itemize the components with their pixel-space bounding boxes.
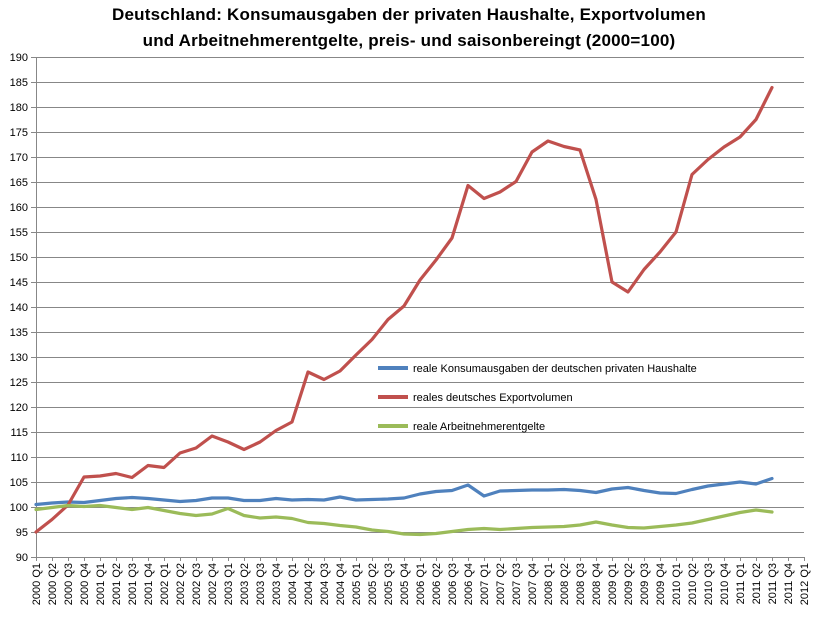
x-axis-tick-label: 2003 Q2	[239, 563, 251, 605]
x-axis-tick-label: 2011 Q2	[751, 563, 763, 604]
x-axis-tick-label: 2007 Q3	[511, 563, 523, 605]
x-axis-tick-label: 2008 Q3	[575, 563, 587, 605]
x-axis-tick-label: 2002 Q2	[175, 563, 187, 605]
series-line-reales-deutsches-exportvolumen	[34, 85, 774, 534]
x-axis-tick-label: 2008 Q2	[559, 563, 571, 605]
y-axis-tick-label: 105	[10, 477, 28, 489]
y-axis-tick-label: 120	[10, 402, 28, 414]
x-axis-tick-label: 2003 Q4	[271, 563, 283, 605]
x-axis-tick-label: 2004 Q3	[319, 563, 331, 605]
x-axis-tick-label: 2010 Q3	[703, 563, 715, 605]
x-axis-tick-label: 2000 Q4	[79, 563, 91, 605]
x-axis-tick-label: 2000 Q3	[63, 563, 75, 605]
x-axis-tick-label: 2009 Q1	[607, 563, 619, 605]
series-line-reale-arbeitnehmerentgelte	[34, 503, 774, 537]
chart-title-line2: und Arbeitnehmerentgelte, preis- und sai…	[142, 31, 676, 50]
y-axis-tick-label: 140	[10, 302, 28, 314]
x-axis-tick-label: 2004 Q2	[303, 563, 315, 605]
x-axis-tick-label: 2000 Q2	[47, 563, 59, 605]
x-axis-tick-label: 2004 Q1	[287, 563, 299, 605]
x-axis-tick-label: 2001 Q1	[95, 563, 107, 605]
x-axis-tick-label: 2001 Q2	[111, 563, 123, 605]
legend: reale Konsumausgaben der deutschen priva…	[378, 363, 697, 433]
y-axis-tick-label: 160	[10, 202, 28, 214]
y-axis-tick-label: 145	[10, 277, 28, 289]
x-axis-tick-label: 2009 Q2	[623, 563, 635, 605]
x-axis-tick-label: 2011 Q1	[735, 563, 747, 604]
x-axis-tick-label: 2011 Q4	[783, 563, 795, 604]
x-axis-tick-label: 2010 Q1	[671, 563, 683, 605]
y-axis-tick-label: 150	[10, 252, 28, 264]
y-axis-tick-label: 100	[10, 502, 28, 514]
x-axis-tick-label: 2008 Q1	[543, 563, 555, 605]
x-axis-tick-label: 2007 Q4	[527, 563, 539, 605]
y-axis-tick-label: 190	[10, 52, 28, 64]
x-axis-tick-label: 2007 Q2	[495, 563, 507, 605]
x-axis-tick-label: 2003 Q3	[255, 563, 267, 605]
legend-item-reale-konsumausgaben-der-deutschen-priva: reale Konsumausgaben der deutschen priva…	[378, 363, 697, 375]
x-axis-tick-label: 2002 Q4	[207, 563, 219, 605]
legend-item-reales-deutsches-exportvolumen: reales deutsches Exportvolumen	[378, 392, 573, 404]
legend-label: reale Konsumausgaben der deutschen priva…	[413, 363, 697, 375]
gridlines	[36, 57, 804, 533]
y-axis-tick-label: 90	[16, 552, 28, 564]
y-axis-tick-label: 155	[10, 227, 28, 239]
x-axis-tick-label: 2008 Q4	[591, 563, 603, 605]
x-axis-tick-label: 2001 Q3	[127, 563, 139, 605]
y-axis-tick-label: 125	[10, 377, 28, 389]
x-axis-tick-label: 2006 Q2	[431, 563, 443, 605]
x-axis-tick-label: 2009 Q3	[639, 563, 651, 605]
x-axis-tick-label: 2010 Q2	[687, 563, 699, 605]
y-axis-tick-label: 185	[10, 77, 28, 89]
x-axis-tick-label: 2001 Q4	[143, 563, 155, 605]
x-axis-tick-label: 2003 Q1	[223, 563, 235, 605]
x-axis-tick-label: 2005 Q3	[383, 563, 395, 605]
y-axis-tick-label: 180	[10, 102, 28, 114]
x-axis-tick-label: 2012 Q1	[799, 563, 811, 605]
x-axis-tick-label: 2009 Q4	[655, 563, 667, 605]
axes	[31, 57, 805, 561]
x-axis-tick-label: 2005 Q4	[399, 563, 411, 605]
x-axis-tick-label: 2006 Q1	[415, 563, 427, 605]
y-axis-tick-label: 115	[10, 427, 28, 439]
legend-item-reale-arbeitnehmerentgelte: reale Arbeitnehmerentgelte	[378, 421, 545, 433]
y-axis-tick-label: 175	[10, 127, 28, 139]
y-axis-tick-label: 170	[10, 152, 28, 164]
y-axis-labels: 90 95 100 105 110 115 120 125 130 135 140 145 150 155…	[10, 52, 28, 564]
y-axis-tick-label: 165	[10, 177, 28, 189]
legend-label: reale Arbeitnehmerentgelte	[413, 421, 545, 433]
x-axis-tick-label: 2005 Q2	[367, 563, 379, 605]
x-axis-tick-label: 2006 Q3	[447, 563, 459, 605]
y-axis-tick-label: 135	[10, 327, 28, 339]
series-line-reale-konsumausgaben-der-deutschen-priva	[34, 476, 774, 507]
chart-title-line1: Deutschland: Konsumausgaben der privaten…	[112, 5, 706, 24]
chart-title: Deutschland: Konsumausgaben der privaten…	[0, 2, 818, 54]
x-axis-tick-label: 2010 Q4	[719, 563, 731, 605]
x-axis-tick-label: 2006 Q4	[463, 563, 475, 605]
x-axis-tick-label: 2002 Q1	[159, 563, 171, 605]
x-axis-labels: 2000 Q1 2000 Q2 2000 Q3 2000 Q4 2001 Q1 2001 …	[31, 563, 811, 605]
x-axis-tick-label: 2011 Q3	[767, 563, 779, 604]
x-axis-tick-label: 2004 Q4	[335, 563, 347, 605]
legend-label: reales deutsches Exportvolumen	[413, 392, 573, 404]
x-axis-tick-label: 2005 Q1	[351, 563, 363, 605]
y-axis-tick-label: 110	[10, 452, 28, 464]
x-axis-tick-label: 2007 Q1	[479, 563, 491, 605]
x-axis-tick-label: 2000 Q1	[31, 563, 43, 605]
x-axis-tick-label: 2002 Q3	[191, 563, 203, 605]
y-axis-tick-label: 130	[10, 352, 28, 364]
y-axis-tick-label: 95	[16, 527, 28, 539]
